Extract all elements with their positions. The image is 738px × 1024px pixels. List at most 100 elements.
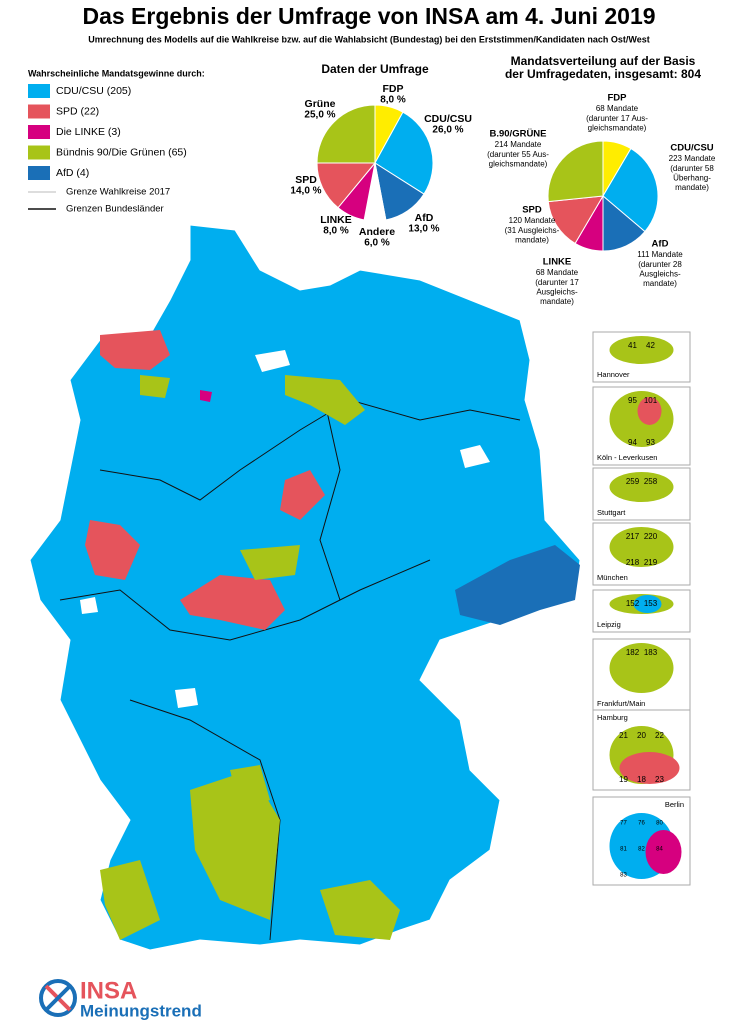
slice-value: 223 Mandate: [669, 154, 716, 163]
inset-number: 258: [644, 477, 658, 486]
inset-area: [609, 336, 674, 364]
slice-name: Andere: [359, 226, 395, 238]
legend-label: CDU/CSU (205): [56, 85, 131, 97]
inset-number: 21: [619, 731, 628, 740]
slice-value: 120 Mandate: [509, 216, 556, 225]
inset-number: 259: [626, 477, 640, 486]
pie-slice: [316, 162, 377, 209]
slice-value: 68 Mandate: [596, 104, 639, 113]
slice-note: (darunter 55 Aus-: [487, 150, 549, 159]
legend-swatch: [28, 166, 50, 180]
inset-number: 101: [644, 396, 658, 405]
slice-name: SPD: [522, 205, 542, 216]
inset-number: 81: [620, 847, 627, 853]
inset-name: Hamburg: [597, 713, 628, 722]
slice-value: 111 Mandate: [637, 250, 683, 259]
slice-note: Ausgleichs-: [536, 288, 578, 297]
slice-name: AfD: [415, 212, 434, 224]
slice-name: LINKE: [543, 257, 572, 268]
slice-note: mandate): [643, 279, 677, 288]
slice-name: LINKE: [320, 214, 352, 226]
inset-number: 18: [637, 775, 646, 784]
slice-name: AfD: [652, 239, 669, 250]
inset-number: 23: [655, 775, 664, 784]
slice-note: mandate): [675, 183, 709, 192]
slice-value: 214 Mandate: [495, 140, 542, 149]
inset-area: [609, 643, 674, 693]
inset-number: 220: [644, 532, 658, 541]
inset-name: Köln - Leverkusen: [597, 453, 657, 462]
slice-value: 8,0 %: [380, 95, 406, 106]
inset-number: 42: [646, 341, 655, 350]
legend-label: AfD (4): [56, 167, 89, 179]
inset-number: 84: [656, 847, 663, 853]
inset-area: [619, 752, 680, 784]
inset-number: 41: [628, 341, 637, 350]
inset-number: 82: [638, 847, 645, 853]
inset-area: [633, 595, 662, 613]
inset-name: Hannover: [597, 370, 630, 379]
logo-brand: INSA: [80, 977, 137, 1004]
slice-value: 26,0 %: [432, 125, 463, 136]
inset-number: 152: [626, 599, 640, 608]
legend-swatch: [28, 145, 50, 160]
inset-number: 93: [646, 438, 655, 447]
inset-number: 22: [655, 731, 664, 740]
inset-number: 20: [637, 731, 646, 740]
slice-note: (darunter 58: [670, 164, 714, 173]
inset-number: 77: [620, 821, 627, 827]
pie-slice: [547, 195, 604, 245]
pie-slice: [374, 111, 434, 195]
slice-name: FDP: [608, 93, 628, 104]
slice-note: (darunter 17 Aus-: [586, 114, 648, 123]
slice-note: mandate): [515, 236, 549, 245]
legend-label: SPD (22): [56, 105, 99, 117]
inset-name: Berlin: [665, 800, 684, 809]
inset-number: 153: [644, 599, 658, 608]
slice-value: 14,0 %: [290, 186, 321, 197]
legend-swatch: [28, 84, 50, 98]
slice-note: Überhang-: [673, 174, 711, 183]
slice-name: CDU/CSU: [670, 143, 713, 154]
pie-slice: [316, 104, 376, 164]
inset-number: 94: [628, 438, 637, 447]
legend-label: Grenzen Bundesländer: [66, 204, 164, 215]
legend-label: Grenze Wahlkreise 2017: [66, 187, 170, 198]
slice-value: 68 Mandate: [536, 268, 579, 277]
pie-title: Mandatsverteilung auf der Basis: [511, 54, 696, 68]
pie-title: der Umfragedaten, insgesamt: 804: [505, 67, 701, 81]
inset-name: München: [597, 573, 628, 582]
pie-title: Daten der Umfrage: [321, 62, 429, 76]
slice-note: (darunter 28: [638, 260, 682, 269]
inset-number: 219: [644, 558, 658, 567]
slice-note: (darunter 17: [535, 278, 579, 287]
inset-number: 217: [626, 532, 640, 541]
inset-number: 95: [628, 396, 637, 405]
inset-area: [609, 472, 674, 502]
inset-name: Stuttgart: [597, 508, 626, 517]
slice-name: CDU/CSU: [424, 113, 472, 125]
logo-tagline: Meinungstrend: [80, 1001, 202, 1020]
inset-number: 76: [638, 821, 645, 827]
legend-label: Bündnis 90/Die Grünen (65): [56, 146, 187, 158]
slice-name: Grüne: [305, 98, 336, 110]
map: [29, 224, 581, 951]
slice-value: 6,0 %: [364, 238, 390, 249]
slice-value: 13,0 %: [408, 224, 439, 235]
legend-swatch: [28, 104, 50, 119]
inset-number: 19: [619, 775, 628, 784]
inset-area: [609, 527, 674, 567]
slice-name: B.90/GRÜNE: [489, 129, 546, 140]
legend-label: Die LINKE (3): [56, 126, 121, 138]
inset-number: 80: [656, 821, 663, 827]
legend-title: Wahrscheinliche Mandatsgewinne durch:: [28, 68, 205, 78]
subtitle: Umrechnung des Modells auf die Wahlkreis…: [88, 34, 649, 44]
inset-number: 218: [626, 558, 640, 567]
pie-slice: [547, 140, 604, 203]
legend-swatch: [28, 125, 50, 139]
inset-area: [645, 830, 682, 874]
slice-note: Ausgleichs-: [639, 270, 681, 279]
slice-value: 8,0 %: [323, 226, 349, 237]
pie-slice: [602, 147, 659, 233]
